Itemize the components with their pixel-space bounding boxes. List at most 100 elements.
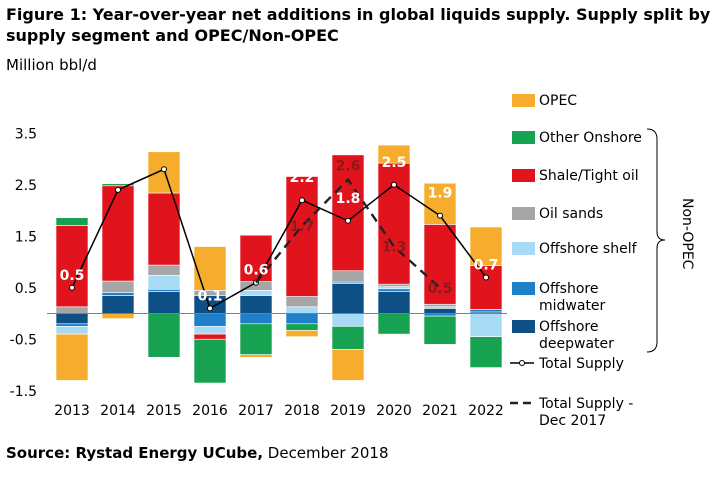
- bar-opec-2019: [331, 349, 365, 381]
- data-label-total-2022: 0.7: [474, 257, 499, 273]
- legend-label-oil-sands: Oil sands: [539, 206, 603, 222]
- bar-shale-tight-oil-2022: [469, 265, 503, 310]
- x-axis: 2013 2014 2015 2016 2017 2018 2019 2020 2021 2022: [54, 403, 504, 419]
- marker-total-supply-2020: [391, 181, 397, 188]
- source-note: Source: Rystad Energy UCube, December 20…: [6, 444, 389, 462]
- bar-shale-tight-oil-2013: [55, 225, 89, 308]
- bar-oil-sands-2015: [147, 264, 181, 276]
- line-total-supply: [71, 168, 487, 310]
- bar-oil-sands-2021: [423, 303, 457, 308]
- bar-other-onshore-2018: [285, 323, 319, 331]
- marker-total-supply-2016: [207, 305, 213, 312]
- bar-opec-2018: [285, 330, 319, 337]
- bar-shale-tight-oil-2021: [423, 224, 457, 305]
- bar-offshore-shelf-2018: [285, 306, 319, 314]
- bar-offshore-deepwater-2019: [331, 283, 365, 314]
- bar-opec-2013: [55, 333, 89, 381]
- bar-opec-2015: [147, 151, 181, 194]
- data-label-total-2013: 0.5: [60, 268, 85, 284]
- bar-oil-sands-2014: [101, 280, 135, 293]
- legend-label-total-supply-dec2017-2: Dec 2017: [539, 413, 606, 429]
- source-date: December 2018: [263, 444, 389, 462]
- bar-oil-sands-2018: [285, 296, 319, 308]
- non-opec-label: Non-OPEC: [679, 198, 695, 270]
- bar-offshore-midwater-2017: [239, 313, 273, 325]
- legend-label-total-supply-dec2017-1: Total Supply -: [538, 396, 633, 412]
- bar-other-onshore-2016: [193, 338, 227, 384]
- data-label-total-2020: 2.5: [382, 155, 407, 171]
- bar-offshore-deepwater-2017: [239, 295, 273, 314]
- x-tick-label: 2021: [422, 403, 458, 419]
- bar-offshore-shelf-2022: [469, 313, 503, 337]
- bar-other-onshore-2022: [469, 336, 503, 368]
- bar-offshore-midwater-2013: [55, 323, 89, 327]
- bar-other-onshore-2020: [377, 313, 411, 335]
- data-label-total-2018: 2.2: [290, 170, 315, 186]
- marker-total-supply-2021: [437, 212, 443, 219]
- legend-label-other-onshore: Other Onshore: [539, 130, 642, 146]
- legend-label-offshore-deepwater-2: deepwater: [539, 336, 614, 352]
- legend: OPEC Other Onshore Shale/Tight oil Oil s…: [510, 93, 642, 429]
- bar-other-onshore-2013: [55, 217, 89, 226]
- bar-oil-sands-2013: [55, 306, 89, 314]
- bar-offshore-shelf-2020: [377, 286, 411, 290]
- legend-swatch-opec: [512, 94, 535, 107]
- bar-offshore-midwater-2016: [193, 313, 227, 327]
- bar-opec-2014: [101, 313, 135, 319]
- y-tick-label: -0.5: [10, 332, 37, 348]
- bars: [55, 144, 503, 384]
- legend-swatch-offshore-midwater: [512, 282, 535, 295]
- bar-offshore-midwater-2022: [469, 309, 503, 313]
- bar-other-onshore-2017: [239, 323, 273, 355]
- bar-other-onshore-2019: [331, 326, 365, 350]
- y-axis-label: Million bbl/d: [6, 56, 97, 74]
- legend-swatch-other-onshore: [512, 131, 535, 144]
- marker-total-supply-2019: [345, 217, 351, 224]
- marker-total-supply-2022: [483, 274, 489, 281]
- bar-opec-2022: [469, 226, 503, 266]
- data-label-dec2017-2018: 1.7: [290, 219, 315, 235]
- bar-offshore-deepwater-2014: [101, 295, 135, 314]
- bar-offshore-shelf-2013: [55, 326, 89, 335]
- marker-total-supply-2013: [69, 284, 75, 291]
- x-tick-label: 2019: [330, 403, 366, 419]
- y-tick-label: -1.5: [10, 384, 37, 400]
- legend-label-offshore-shelf: Offshore shelf: [539, 241, 638, 257]
- legend-label-offshore-midwater-1: Offshore: [539, 281, 598, 297]
- chart-title: Figure 1: Year-over-year net additions i…: [6, 5, 711, 45]
- bar-offshore-midwater-2015: [147, 288, 181, 292]
- bar-opec-2016: [193, 246, 227, 291]
- x-tick-label: 2013: [54, 403, 90, 419]
- x-tick-label: 2016: [192, 403, 228, 419]
- bar-offshore-midwater-2018: [285, 313, 319, 325]
- data-label-dec2017-2020: 1.3: [382, 240, 407, 256]
- data-label-total-2016: 0.1: [198, 288, 223, 304]
- y-tick-label: 2.5: [15, 178, 37, 194]
- bar-offshore-shelf-2015: [147, 275, 181, 290]
- source-name: Source: Rystad Energy UCube,: [6, 444, 264, 462]
- marker-total-supply-2018: [299, 197, 305, 204]
- bar-offshore-shelf-2019: [331, 313, 365, 327]
- x-tick-label: 2017: [238, 403, 274, 419]
- legend-swatch-shale: [512, 169, 535, 182]
- x-tick-label: 2022: [468, 403, 504, 419]
- marker-total-supply-2015: [161, 166, 167, 173]
- legend-label-offshore-midwater-2: midwater: [539, 298, 606, 314]
- legend-label-shale: Shale/Tight oil: [539, 168, 639, 184]
- data-label-dec2017-2019: 2.6: [336, 159, 361, 175]
- bar-oil-sands-2020: [377, 283, 411, 288]
- x-tick-label: 2018: [284, 403, 320, 419]
- bar-offshore-deepwater-2021: [423, 308, 457, 314]
- y-tick-label: 0.5: [15, 281, 37, 297]
- bar-opec-2020: [377, 144, 411, 164]
- y-axis: 3.5 2.5 1.5 0.5 -0.5 -1.5: [10, 126, 37, 400]
- data-label-total-2014: 2.4: [106, 160, 131, 176]
- bar-offshore-shelf-2017: [239, 290, 273, 296]
- series-lines: [69, 166, 489, 312]
- bar-other-onshore-2021: [423, 315, 457, 345]
- y-tick-label: 3.5: [15, 126, 37, 142]
- bar-shale-tight-oil-2014: [101, 185, 135, 282]
- legend-swatch-offshore-shelf: [512, 242, 535, 255]
- bar-offshore-midwater-2020: [377, 288, 411, 292]
